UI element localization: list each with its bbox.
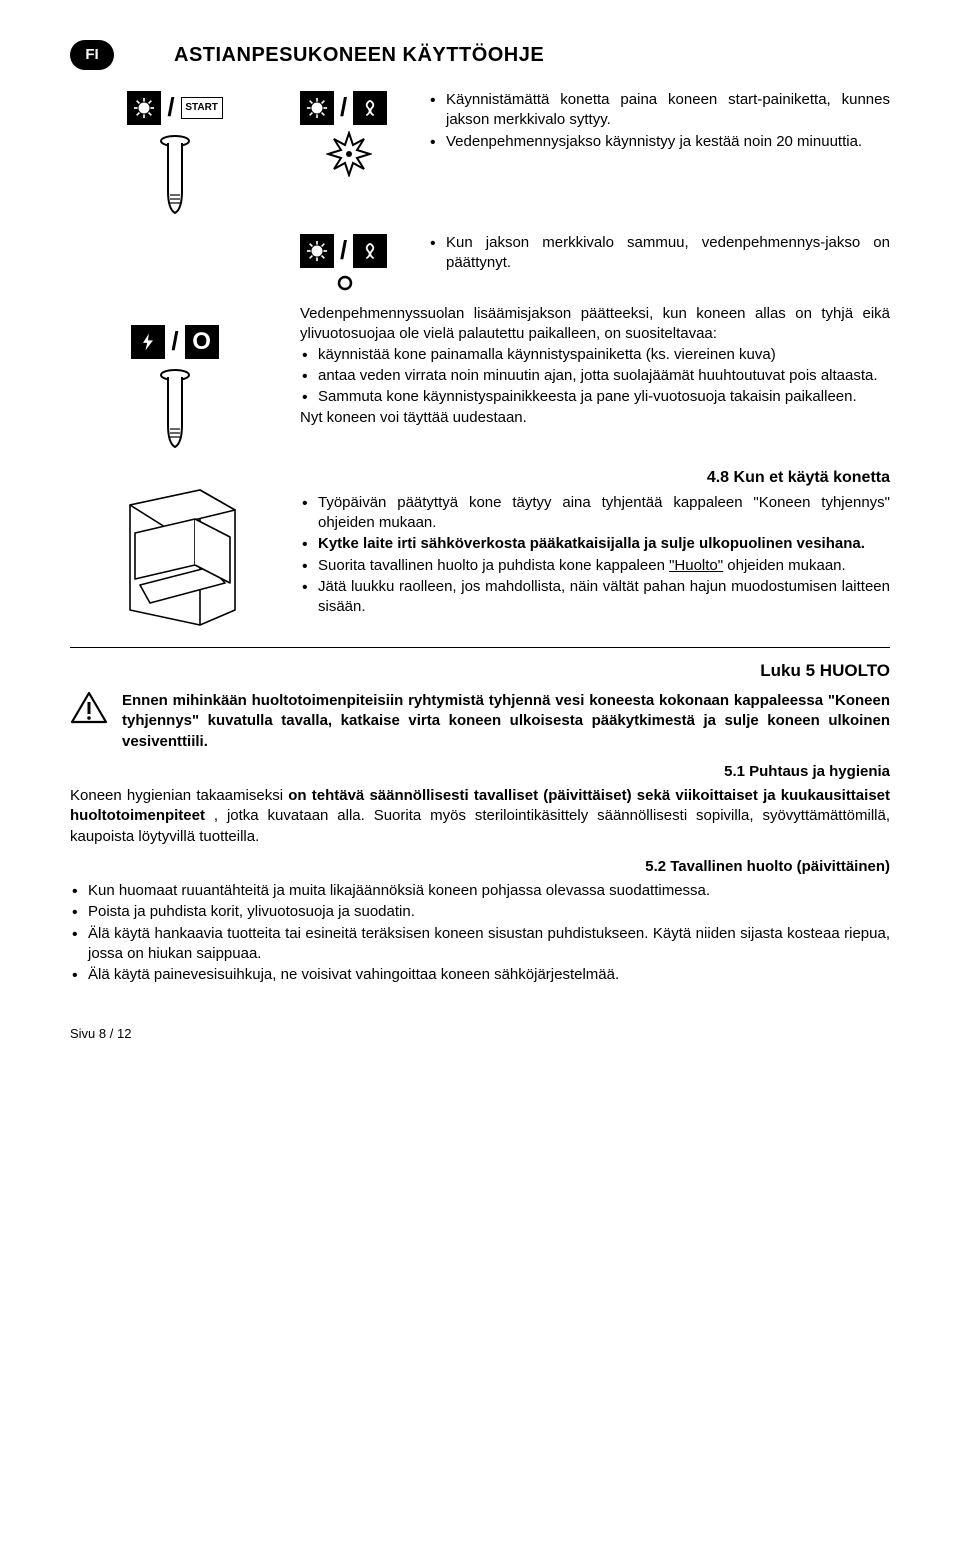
section-5-1-heading: 5.1 Puhtaus ja hygienia — [70, 762, 890, 782]
bullet-item: antaa veden virrata noin minuutin ajan, … — [300, 366, 890, 386]
paragraph-5-1: Koneen hygienian takaamiseksi on tehtävä… — [70, 786, 890, 847]
bullet-item: Vedenpehmennysjakso käynnistyy ja kestää… — [428, 132, 890, 152]
slash-icon: / — [340, 233, 347, 268]
bullet-list-4: Työpäivän päätyttyä kone täytyy aina tyh… — [300, 493, 890, 618]
language-badge: FI — [70, 40, 114, 70]
warning-triangle-icon — [70, 691, 108, 725]
finger-press-icon — [150, 131, 200, 221]
bullet-item: Älä käytä painevesisuihkuja, ne voisivat… — [70, 965, 890, 985]
bullet-list-3: käynnistää kone painamalla käynnistyspai… — [300, 345, 890, 408]
page-footer: Sivu 8 / 12 — [70, 1025, 890, 1043]
section-4-8-heading: 4.8 Kun et käytä konetta — [300, 467, 890, 489]
bullet-item: Poista ja puhdista korit, ylivuotosuoja … — [70, 902, 890, 922]
bullet-list-1: Käynnistämättä konetta paina koneen star… — [428, 90, 890, 152]
swirl-icon — [353, 234, 387, 268]
chapter-5-heading: Luku 5 HUOLTO — [70, 660, 890, 683]
paragraph: Nyt koneen voi täyttää uudestaan. — [300, 408, 890, 428]
warning-block: Ennen mihinkään huoltotoimenpiteisiin ry… — [70, 691, 890, 752]
bullet-item: Sammuta kone käynnistyspainikkeesta ja p… — [300, 387, 890, 407]
bullet-item: Jätä luukku raolleen, jos mahdollista, n… — [300, 577, 890, 618]
instruction-block-3: / O Vedenpehmennyssuolan lisäämisjakson … — [70, 304, 890, 455]
bullet-item: Käynnistämättä konetta paina koneen star… — [428, 90, 890, 131]
burst-icon — [326, 131, 372, 177]
warning-text: Ennen mihinkään huoltotoimenpiteisiin ry… — [122, 691, 890, 752]
icon-column-1: / START — [70, 90, 280, 221]
bullet-item: käynnistää kone painamalla käynnistyspai… — [300, 345, 890, 365]
bullet-item: Työpäivän päätyttyä kone täytyy aina tyh… — [300, 493, 890, 534]
paragraph: Vedenpehmennyssuolan lisäämisjakson päät… — [300, 304, 890, 345]
finger-press-icon — [150, 365, 200, 455]
slash-icon: / — [167, 90, 174, 125]
dishwasher-icon — [100, 485, 250, 635]
bullet-list-5-2: Kun huomaat ruuantähteitä ja muita likaj… — [70, 881, 890, 985]
start-label-icon: START — [181, 97, 223, 119]
slash-icon: / — [340, 90, 347, 125]
slash-icon: / — [171, 324, 178, 359]
power-icon: O — [185, 325, 219, 359]
bullet-item: Älä käytä hankaavia tuotteita tai esinei… — [70, 924, 890, 965]
circle-icon — [336, 274, 354, 292]
instruction-block-4: 4.8 Kun et käytä konetta Työpäivän pääty… — [70, 467, 890, 635]
dial-icon — [300, 234, 334, 268]
instruction-block-1: / START / — [70, 90, 890, 221]
divider — [70, 647, 890, 648]
dial-icon — [127, 91, 161, 125]
bullet-item: Kytke laite irti sähköverkosta pääkatkai… — [300, 534, 890, 554]
dial-icon — [300, 91, 334, 125]
instruction-block-2: / Kun jakson merkkivalo sammuu, vedenpeh… — [70, 233, 890, 292]
swirl-icon — [353, 91, 387, 125]
bullet-item: Kun huomaat ruuantähteitä ja muita likaj… — [70, 881, 890, 901]
bullet-item: Kun jakson merkkivalo sammuu, vedenpehme… — [428, 233, 890, 274]
header-row: FI ASTIANPESUKONEEN KÄYTTÖOHJE — [70, 40, 890, 70]
section-5-2-heading: 5.2 Tavallinen huolto (päivittäinen) — [70, 857, 890, 877]
bullet-list-2: Kun jakson merkkivalo sammuu, vedenpehme… — [428, 233, 890, 274]
page-title: ASTIANPESUKONEEN KÄYTTÖOHJE — [174, 42, 544, 69]
bolt-icon — [131, 325, 165, 359]
bullet-item: Suorita tavallinen huolto ja puhdista ko… — [300, 556, 890, 576]
